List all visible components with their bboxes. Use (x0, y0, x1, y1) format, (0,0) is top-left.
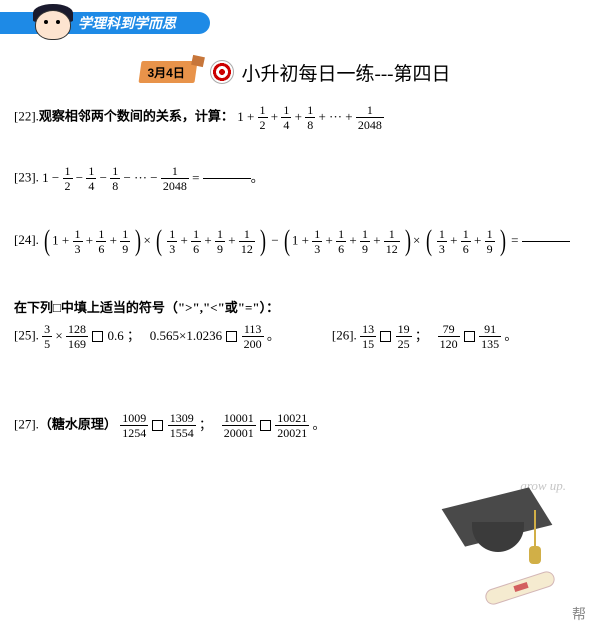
target-icon (210, 60, 234, 84)
fill-header: 在下列□中填上适当的符号（">","<"或"="）： (14, 300, 576, 317)
q22-text: 观察相邻两个数间的关系，计算： (39, 108, 234, 123)
header: 学理科到学而思 (0, 0, 590, 40)
q26-box2 (464, 331, 475, 342)
q22-num: [22]. (14, 108, 39, 123)
q27-label: （糖水原理） (39, 416, 117, 431)
q26-box1 (380, 331, 391, 342)
problem-26: [26]. 1315 1925 ； 79120 91135 。 (332, 323, 517, 350)
q24-num: [24]. (14, 232, 39, 247)
brand-text: 学理科到学而思 (78, 13, 176, 33)
q23-blank (203, 178, 251, 179)
problem-24: [24]. (1 + 13 + 16 + 19 )× ( 13 + 16 + 1… (14, 226, 576, 256)
title-row: 3月4日 小升初每日一练---第四日 (0, 58, 590, 86)
problem-22: [22].观察相邻两个数间的关系，计算： 1 + 12 + 14 + 18 + … (14, 104, 576, 131)
q23-num: [23]. (14, 169, 39, 184)
date-text: 3月4日 (148, 64, 185, 81)
problem-23: [23]. 1 − 12 − 14 − 18 − ··· − 12048 = 。 (14, 165, 576, 192)
q25-box1 (92, 331, 103, 342)
graduation-cap-icon: grow up. (422, 474, 572, 604)
q27-box1 (152, 420, 163, 431)
problem-27: [27].（糖水原理） 10091254 13091554 ； 10001200… (14, 412, 576, 439)
q22-expr: 1 + (237, 109, 257, 124)
q26-num: [26]. (332, 327, 357, 342)
q25-num: [25]. (14, 327, 39, 342)
q27-num: [27]. (14, 416, 39, 431)
page-title: 小升初每日一练---第四日 (242, 59, 451, 86)
q25-box2 (226, 331, 237, 342)
q24-blank (522, 241, 570, 242)
mascot-icon (32, 0, 74, 42)
content: [22].观察相邻两个数间的关系，计算： 1 + 12 + 14 + 18 + … (0, 86, 590, 439)
date-badge: 3月4日 (140, 58, 202, 86)
problem-25: [25]. 35 × 128169 0.6 ； 0.565×1.0236 113… (14, 323, 280, 350)
q27-box2 (260, 420, 271, 431)
watermark: 帮 (572, 604, 586, 624)
